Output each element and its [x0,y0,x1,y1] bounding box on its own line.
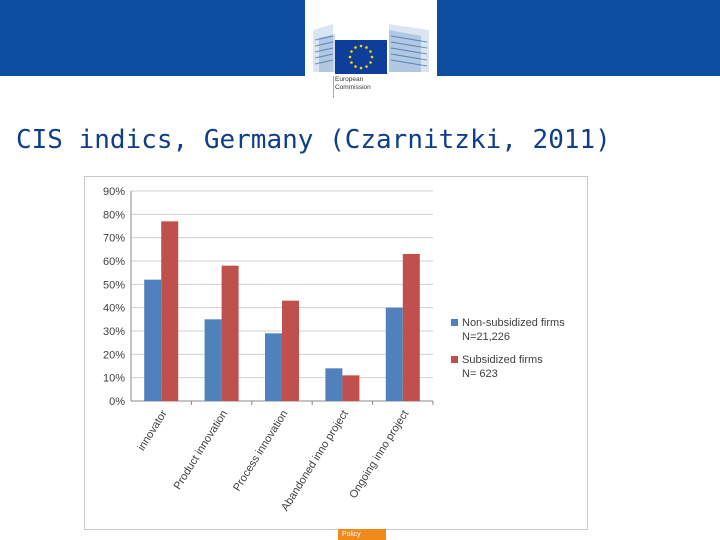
eu-star-icon [359,44,363,48]
eu-star-icon [354,46,357,49]
bar [402,254,420,401]
logo-wordmark: European Commission [335,76,371,92]
bar [265,333,282,401]
eu-star-icon [350,50,353,53]
y-tick-label: 0% [109,396,125,408]
y-tick-label: 90% [103,186,125,198]
bar [325,368,343,401]
bar [144,279,162,401]
bar [204,319,222,401]
chart-frame: 0% 10% 20% 30% 40% 50% 60% 70% 80% 90% innovator Pr… [84,176,588,530]
bar [282,300,299,401]
commission-logo [305,0,437,100]
y-tick-label: 50% [103,279,125,291]
eu-star-icon [369,50,372,53]
eu-star-icon [348,55,352,59]
eu-star-icon [354,65,357,68]
legend-label: Non-subsidized firms [462,317,565,329]
legend-swatch [451,356,458,363]
legend-sublabel: N= 623 [462,368,498,380]
y-tick-label: 10% [103,373,125,385]
logo-line2: Commission [335,84,371,91]
footer-tab[interactable]: Policy [338,529,386,540]
x-tick-label: Process innovation [231,408,290,493]
eu-star-icon [365,65,368,68]
eu-star-icon [369,61,372,64]
commission-building-icon [313,24,429,74]
eu-star-icon [370,55,374,59]
bar [342,375,360,401]
y-tick-label: 60% [103,256,125,268]
bar [385,307,403,401]
bar [221,265,239,401]
x-tick-label: Abandoned inno project [279,408,351,513]
x-tick-label: innovator [136,408,170,453]
legend-sublabel: N=21,226 [462,331,510,343]
x-tick-label: Ongoing inno project [347,408,411,500]
eu-star-icon [365,46,368,49]
eu-star-icon [350,61,353,64]
eu-star-icon [359,66,363,70]
y-tick-label: 30% [103,326,125,338]
logo-divider [333,76,334,98]
bar [161,221,179,401]
legend-label: Subsidized firms [462,354,543,366]
legend-swatch [451,319,458,326]
y-tick-label: 20% [103,349,125,361]
logo-line1: European [335,76,364,83]
y-tick-label: 40% [103,303,125,315]
x-tick-label: Product innovation [172,408,230,492]
y-tick-label: 70% [103,233,125,245]
page-title: CIS indics, Germany (Czarnitzki, 2011) [16,125,611,155]
y-tick-label: 80% [103,209,125,221]
bar-chart: 0%10%20%30%40%50%60%70%80%90%innovator Pr… [103,186,565,513]
